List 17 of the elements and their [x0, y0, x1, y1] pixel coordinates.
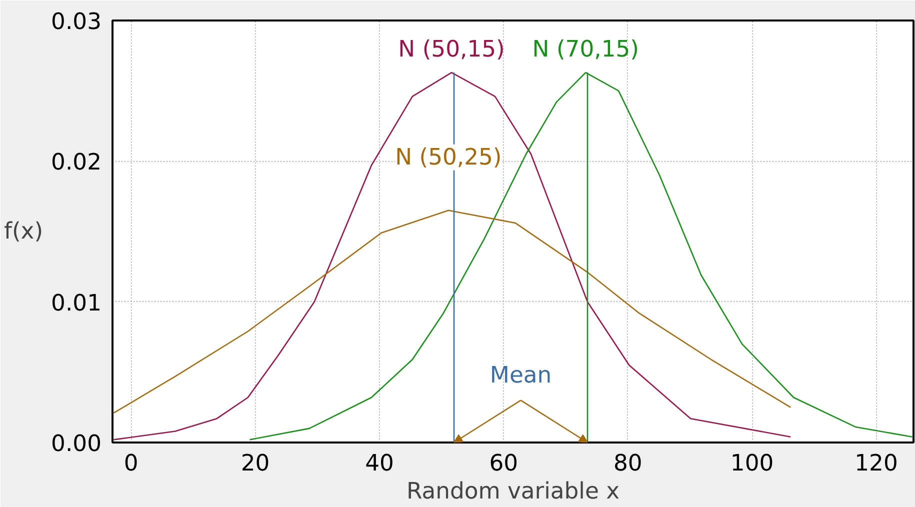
- x-tick-label: 40: [365, 450, 394, 476]
- y-tick-label: 0.00: [51, 431, 102, 457]
- x-axis-title: Random variable x: [406, 478, 620, 504]
- text: N (50,25): [395, 144, 502, 170]
- x-tick-label: 20: [240, 450, 270, 476]
- x-tick-label: 0: [124, 450, 138, 476]
- x-tick-label: 100: [730, 450, 774, 476]
- y-tick-label: 0.02: [51, 150, 102, 176]
- y-axis-title: f(x): [4, 218, 44, 244]
- annotation: Mean: [490, 362, 552, 388]
- x-tick-label: 80: [613, 450, 642, 476]
- y-tick-label: 0.01: [51, 290, 102, 316]
- series-label: N (50,15): [398, 36, 505, 63]
- x-tick-label: 120: [854, 450, 898, 476]
- y-tick-label: 0.03: [51, 9, 102, 35]
- x-tick-label: 60: [489, 450, 518, 476]
- series-label: N (70,15): [532, 36, 640, 63]
